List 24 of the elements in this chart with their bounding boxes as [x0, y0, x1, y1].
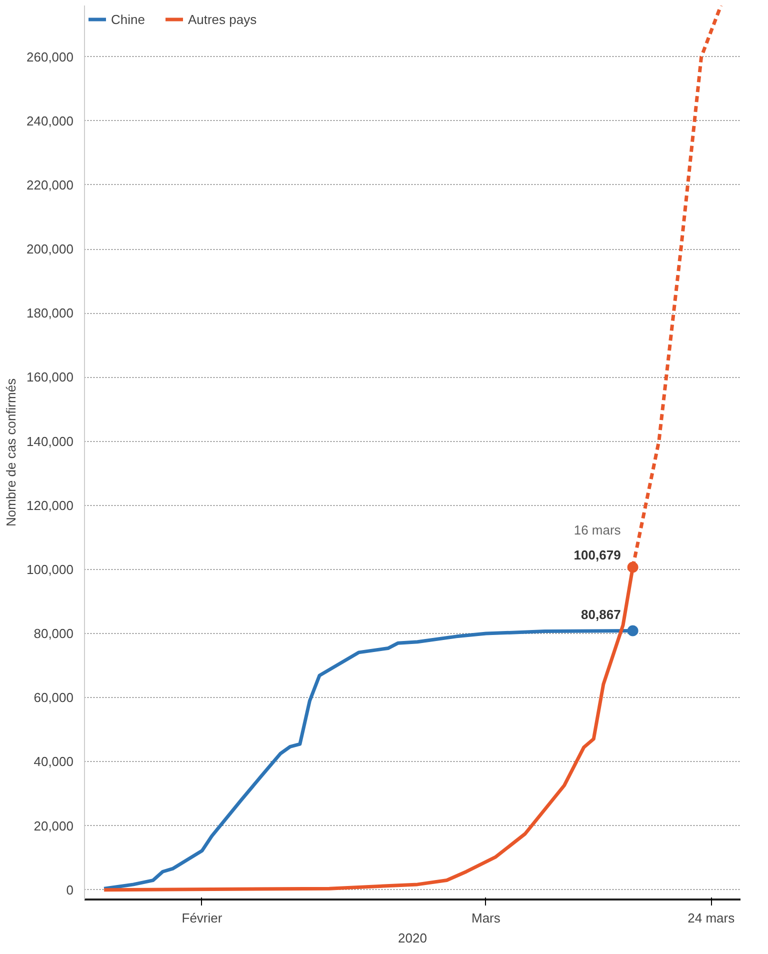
y-tick-label: 0 — [66, 882, 74, 898]
y-tick-label: 120,000 — [26, 498, 74, 513]
y-tick-label: 40,000 — [34, 754, 74, 770]
y-tick-label: 240,000 — [26, 113, 74, 128]
y-tick-label: 160,000 — [26, 370, 74, 385]
x-tick-label: 24 mars — [688, 910, 736, 926]
y-tick-label: 60,000 — [34, 690, 74, 706]
y-tick-label: 20,000 — [34, 818, 74, 834]
legend-label: Autres pays — [188, 12, 257, 26]
annotation: 16 mars — [574, 522, 622, 538]
x-tick-label: Février — [182, 910, 223, 926]
y-tick-label: 200,000 — [26, 242, 74, 257]
x-axis-title: 2020 — [398, 930, 427, 946]
y-tick-label: 180,000 — [26, 306, 74, 321]
y-tick-label: 100,000 — [26, 562, 74, 577]
y-tick-label: 260,000 — [26, 49, 74, 64]
annotation: 100,679 — [574, 547, 621, 562]
y-axis-title: Nombre de cas confirmés — [4, 378, 19, 527]
annotation: 80,867 — [581, 606, 621, 622]
legend-label: Chine — [111, 12, 145, 26]
y-tick-label: 220,000 — [26, 177, 74, 192]
x-tick-label: Mars — [471, 910, 501, 926]
y-tick-label: 140,000 — [26, 434, 74, 449]
y-tick-label: 80,000 — [34, 626, 74, 642]
